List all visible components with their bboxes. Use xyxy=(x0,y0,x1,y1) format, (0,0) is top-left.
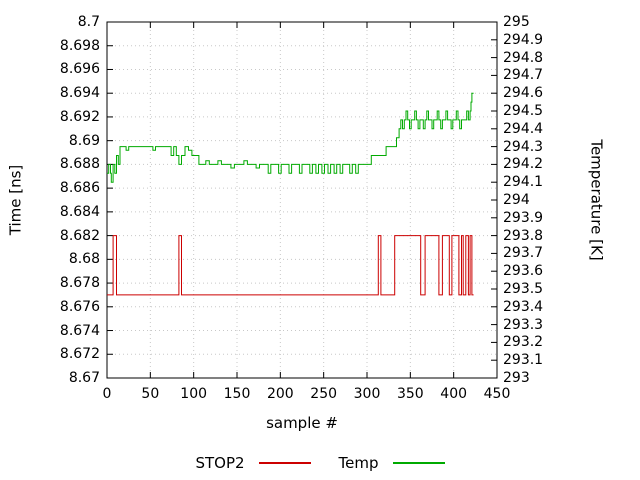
x-tick-label: 250 xyxy=(310,386,338,402)
y-left-tick-label: 8.682 xyxy=(59,227,100,244)
y-right-tick-label: 294.6 xyxy=(503,85,544,102)
x-tick-label: 0 xyxy=(102,386,112,402)
x-tick-label: 200 xyxy=(266,386,294,402)
y-left-tick-label: 8.688 xyxy=(59,156,100,173)
y-axis-title-right: Temperature [K] xyxy=(586,22,608,378)
plot-border xyxy=(106,21,498,379)
y-left-tick-label: 8.692 xyxy=(59,108,100,125)
x-tick-label: 350 xyxy=(396,386,424,402)
y-left-tick-label: 8.676 xyxy=(59,298,100,315)
y-left-tick-label: 8.7 xyxy=(77,14,100,30)
y-right-tick-label: 293.7 xyxy=(503,245,544,262)
y-left-tick-label: 8.694 xyxy=(59,85,100,102)
temp-legend-line xyxy=(392,462,445,464)
y-right-tick-label: 293.2 xyxy=(503,334,544,351)
x-tick-label: 300 xyxy=(353,386,381,402)
y-right-tick-label: 293 xyxy=(503,370,530,386)
y-right-tick-label: 293.1 xyxy=(503,352,544,369)
y-left-tick-label: 8.69 xyxy=(68,132,100,149)
y-left-tick-label: 8.672 xyxy=(59,346,100,363)
y-right-tick-label: 293.6 xyxy=(503,263,544,280)
x-axis-title: sample # xyxy=(266,414,338,432)
y-left-tick-label: 8.696 xyxy=(59,61,100,78)
legend: STOP2 Temp xyxy=(0,454,640,472)
y-left-tick-label: 8.67 xyxy=(68,370,100,386)
y-right-tick-label: 294.2 xyxy=(503,156,544,173)
y-left-tick-label: 8.684 xyxy=(59,203,100,220)
y-right-tick-label: 294.7 xyxy=(503,67,544,84)
y-right-tick-label: 293.9 xyxy=(503,209,544,226)
y-right-tick-label: 295 xyxy=(503,14,530,30)
y-right-tick-label: 294.5 xyxy=(503,103,544,119)
stop2-series-line xyxy=(107,235,474,296)
x-tick-label: 150 xyxy=(223,386,251,402)
y-right-tick-label: 293.5 xyxy=(503,281,544,297)
y-right-tick-label: 294.9 xyxy=(503,31,544,48)
y-axis-title-left-text: Time [ns] xyxy=(6,164,25,236)
x-tick-label: 100 xyxy=(180,386,208,402)
stop2-legend-line xyxy=(258,462,311,464)
y-left-tick-label: 8.698 xyxy=(59,37,100,54)
x-tick-label: 400 xyxy=(440,386,468,402)
y-right-tick-label: 294.1 xyxy=(503,174,544,191)
legend-label-stop2: STOP2 xyxy=(195,454,245,472)
legend-item-temp: Temp xyxy=(339,454,445,472)
y-right-tick-label: 294.4 xyxy=(503,120,544,137)
y-right-tick-label: 293.8 xyxy=(503,227,544,244)
y-right-tick-label: 294 xyxy=(503,192,530,208)
temp-series-line xyxy=(107,92,474,183)
y-axis-title-left: Time [ns] xyxy=(4,22,26,378)
x-tick-label: 50 xyxy=(141,386,160,402)
y-left-tick-label: 8.68 xyxy=(68,251,100,268)
y-right-tick-label: 294.3 xyxy=(503,138,544,155)
y-axis-title-right-text: Temperature [K] xyxy=(588,139,607,261)
y-left-tick-label: 8.678 xyxy=(59,275,100,292)
legend-label-temp: Temp xyxy=(338,454,379,472)
y-left-tick-label: 8.674 xyxy=(59,322,100,339)
y-right-tick-label: 293.4 xyxy=(503,298,544,315)
legend-item-stop2: STOP2 xyxy=(195,454,311,472)
y-right-tick-label: 294.8 xyxy=(503,49,544,66)
x-tick-label: 450 xyxy=(483,386,511,402)
y-right-tick-label: 293.3 xyxy=(503,316,544,333)
y-left-tick-label: 8.686 xyxy=(59,180,100,197)
